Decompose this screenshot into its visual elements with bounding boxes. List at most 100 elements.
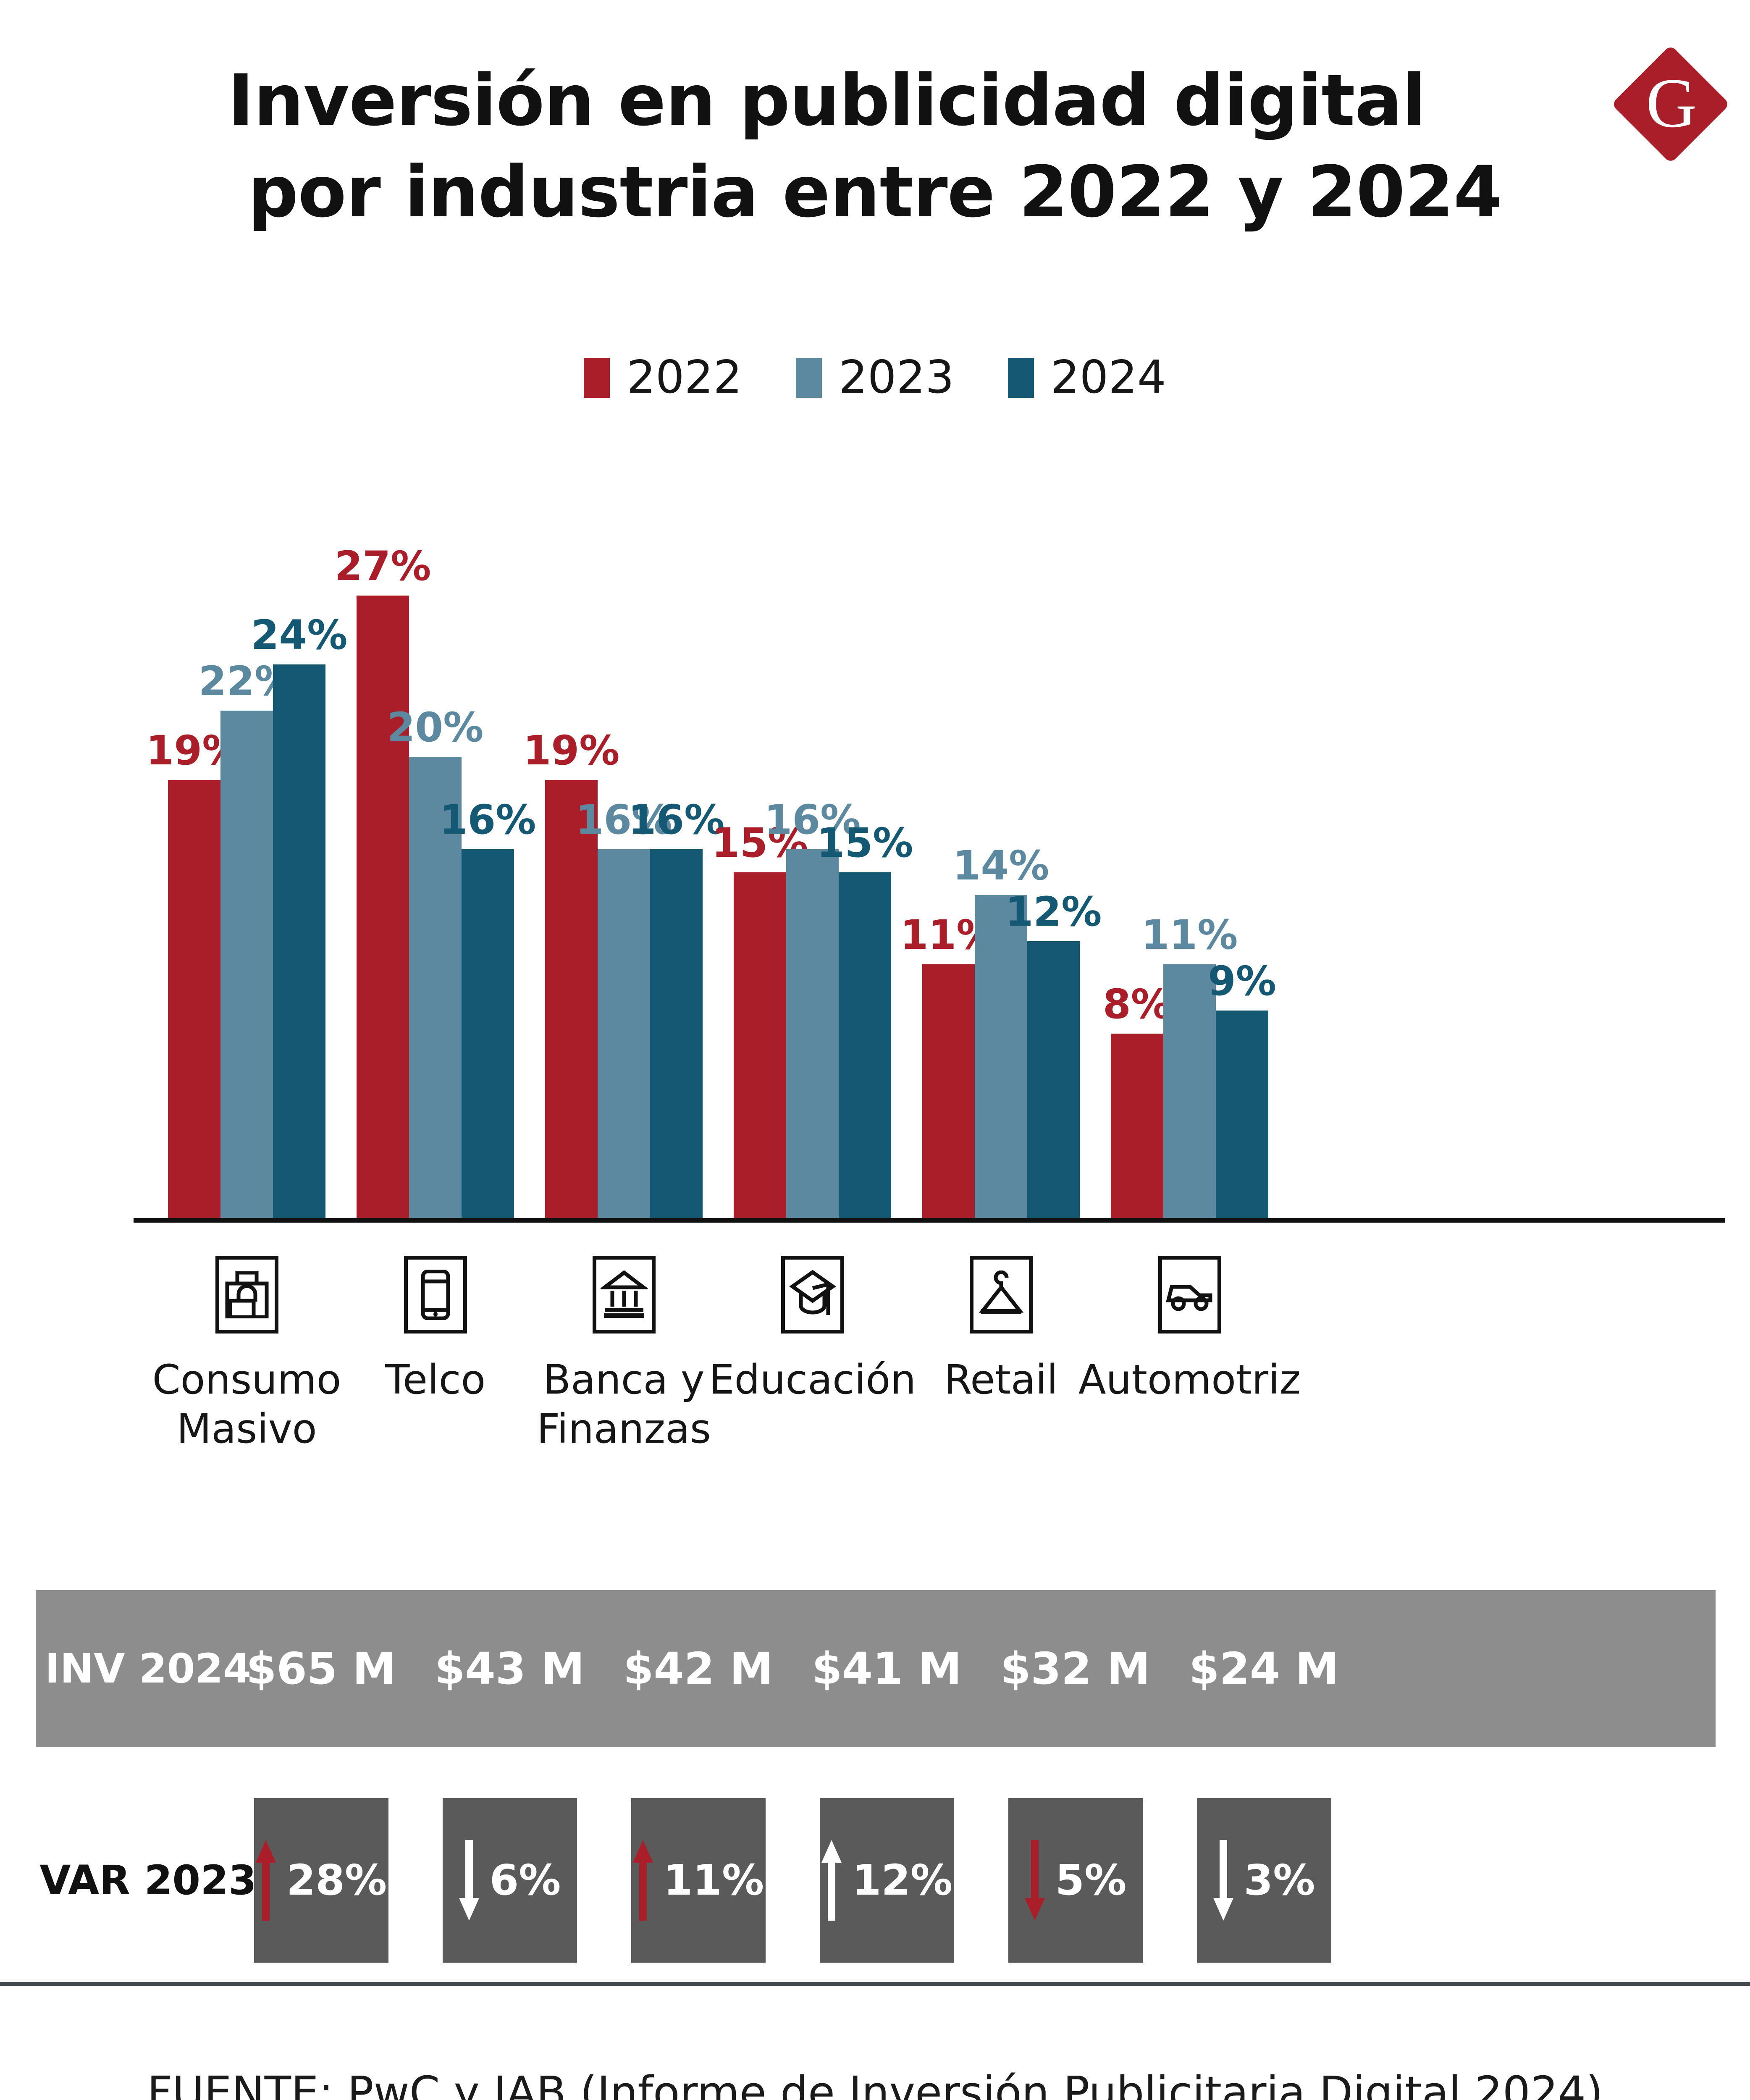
bar-2022[interactable]	[545, 780, 598, 1218]
shopping-bag-icon	[215, 1256, 278, 1334]
bar-group: 15% 16% 15%	[712, 470, 913, 1218]
bar-2023[interactable]	[1163, 964, 1216, 1218]
legend-swatch-2022	[584, 357, 610, 398]
bar-slot: 19%	[146, 470, 242, 1218]
arrow-down-icon	[1024, 1838, 1045, 1922]
bar-2022[interactable]	[922, 964, 975, 1218]
bar-slot: 16%	[576, 470, 672, 1218]
inv-2024-value: $43 M	[435, 1643, 585, 1694]
legend-item[interactable]: 2023	[796, 355, 954, 400]
var-2023-value: 5%	[1055, 1856, 1127, 1905]
bar-value-label: 24%	[251, 612, 348, 659]
bar-value-label: 9%	[1208, 957, 1276, 1005]
var-2023-value: 6%	[489, 1856, 561, 1905]
bar-value-label: 19%	[523, 727, 620, 774]
var-2023-value: 28%	[286, 1856, 387, 1905]
bar-chart: 19% 22% 24% 27% 20% 16% 19% 16% 16% 15% 16% 15% 11% 1…	[0, 470, 1750, 1223]
inv-2024-band: INV 2024 $65 M $43 M $42 M $41 M $32 M $24 M	[36, 1590, 1716, 1747]
category-label: Educación	[708, 1356, 916, 1403]
bar-2023[interactable]	[409, 757, 462, 1218]
bar-group: 19% 22% 24%	[146, 470, 347, 1218]
var-2023-cell: 5%	[997, 1798, 1154, 1963]
title-line-2: por industria entre 2022 y 2024	[248, 151, 1502, 234]
bar-slot: 15%	[712, 470, 808, 1218]
category-5: Retail	[922, 1256, 1080, 1404]
category-axis: Consumo Masivo Telco Banca y Finanzas Educa…	[152, 1256, 1667, 1454]
inv-2024-value: $41 M	[812, 1643, 962, 1694]
bar-group: 8% 11% 9%	[1103, 470, 1276, 1218]
bar-2022[interactable]	[168, 780, 220, 1218]
bar-slot: 20%	[387, 470, 483, 1218]
bar-slot: 19%	[523, 470, 619, 1218]
bar-2023[interactable]	[975, 895, 1027, 1218]
bar-slot: 22%	[199, 470, 295, 1218]
bank-icon	[592, 1256, 656, 1334]
bar-group: 11% 14% 12%	[900, 470, 1102, 1218]
category-label: Retail	[944, 1356, 1058, 1403]
var-2023-box: 3%	[1196, 1798, 1331, 1963]
bar-2024[interactable]	[650, 849, 703, 1218]
smartphone-icon	[404, 1256, 467, 1334]
inv-2024-value: $24 M	[1189, 1643, 1339, 1694]
car-icon	[1158, 1256, 1221, 1334]
var-2023-box: 11%	[631, 1798, 766, 1963]
bar-value-label: 15%	[816, 819, 913, 866]
category-label: Banca y Finanzas	[537, 1356, 711, 1453]
bar-value-label: 16%	[764, 796, 861, 843]
bar-2024[interactable]	[462, 849, 514, 1218]
var-2023-cell: 11%	[619, 1798, 777, 1963]
bar-2023[interactable]	[220, 711, 273, 1218]
graduation-cap-icon	[781, 1256, 844, 1334]
arrow-down-icon	[1213, 1838, 1234, 1922]
bar-slot: 27%	[335, 470, 431, 1218]
bar-2022[interactable]	[734, 872, 786, 1218]
inv-2024-value: $42 M	[623, 1643, 773, 1694]
arrow-down-icon	[459, 1838, 480, 1922]
bar-2024[interactable]	[1027, 941, 1080, 1218]
var-2023-row-label: VAR 2023	[39, 1857, 257, 1904]
legend-item[interactable]: 2022	[584, 355, 742, 400]
bar-slot: 24%	[251, 470, 347, 1218]
plot-area: 19% 22% 24% 27% 20% 16% 19% 16% 16% 15% 16% 15% 11% 1…	[146, 470, 1667, 1218]
var-2023-cells: 28% 6% 11% 12% 5% 3%	[242, 1798, 1374, 1963]
bar-value-label: 16%	[575, 796, 672, 843]
bar-slot: 9%	[1208, 470, 1276, 1218]
var-2023-row: VAR 2023 28% 6% 11% 12% 5% 3%	[36, 1798, 1716, 1963]
bar-value-label: 16%	[439, 796, 536, 843]
bar-slot: 14%	[953, 470, 1049, 1218]
legend-label: 2024	[1050, 351, 1166, 404]
bar-2024[interactable]	[839, 872, 891, 1218]
bar-2022[interactable]	[1111, 1033, 1163, 1218]
inv-2024-cells: $65 M $43 M $42 M $41 M $32 M $24 M	[242, 1647, 1374, 1690]
category-6: Automotriz	[1078, 1256, 1301, 1404]
inv-2024-row-label: INV 2024	[45, 1645, 251, 1692]
arrow-up-icon	[821, 1838, 842, 1922]
var-2023-box: 5%	[1008, 1798, 1143, 1963]
bar-slot: 11%	[1141, 470, 1238, 1218]
bar-2024[interactable]	[273, 664, 325, 1218]
category-label: Telco	[385, 1356, 486, 1403]
bar-slot: 11%	[900, 470, 997, 1218]
legend-swatch-2024	[1007, 357, 1034, 398]
bar-value-label: 16%	[628, 796, 725, 843]
legend-swatch-2023	[796, 357, 822, 398]
bar-slot: 16%	[628, 470, 724, 1218]
legend-item[interactable]: 2024	[1007, 351, 1166, 404]
title-line-1: Inversión en publicidad digital	[228, 59, 1426, 142]
bar-2024[interactable]	[1216, 1010, 1268, 1218]
var-2023-box: 28%	[254, 1798, 388, 1963]
category-label: Consumo Masivo	[152, 1356, 341, 1453]
source-note: FUENTE: PwC y IAB (Informe de Inversión …	[147, 2067, 1603, 2100]
legend-label: 2022	[627, 351, 743, 404]
bar-value-label: 27%	[334, 542, 431, 590]
chart-legend: 2022 2023 2024	[0, 355, 1750, 400]
bar-2023[interactable]	[786, 849, 839, 1218]
bar-2023[interactable]	[598, 849, 650, 1218]
bar-value-label: 20%	[387, 704, 484, 751]
bar-slot: 16%	[440, 470, 536, 1218]
inv-2024-value: $65 M	[246, 1643, 396, 1694]
var-2023-cell: 3%	[1185, 1798, 1343, 1963]
bar-2022[interactable]	[357, 595, 409, 1218]
bar-value-label: 12%	[1005, 888, 1102, 936]
